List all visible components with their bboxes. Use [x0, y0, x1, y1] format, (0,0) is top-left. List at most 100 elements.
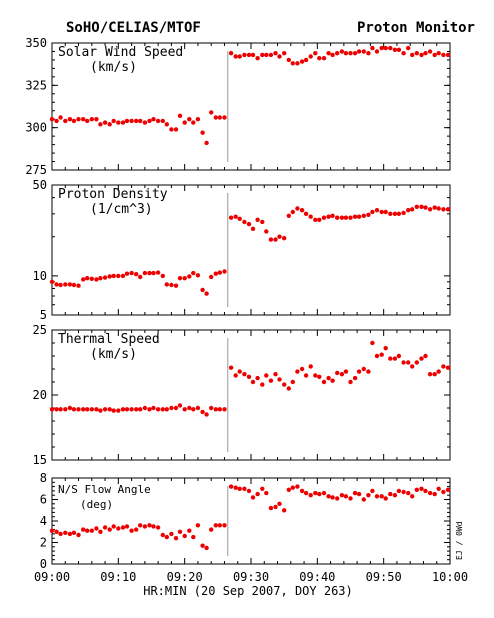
data-point	[54, 407, 59, 412]
data-point	[147, 118, 152, 124]
data-point	[209, 110, 214, 115]
data-point	[313, 217, 318, 222]
panel-2: 15 20 25 Thermal Speed(km/s)	[33, 323, 451, 467]
y-tick-label: 15	[33, 453, 47, 467]
data-point	[233, 485, 238, 490]
data-point	[436, 206, 441, 211]
data-point	[383, 496, 388, 501]
data-point	[160, 407, 165, 412]
data-point	[120, 525, 126, 530]
data-point	[317, 56, 322, 61]
data-point	[155, 270, 161, 275]
data-point	[228, 365, 234, 370]
data-point	[432, 205, 437, 210]
data-point	[63, 530, 68, 535]
data-point	[204, 140, 209, 146]
data-point	[406, 360, 411, 365]
data-point	[286, 386, 291, 391]
data-point	[242, 219, 247, 225]
data-point	[228, 51, 234, 56]
data-point	[116, 408, 121, 413]
data-point	[388, 356, 393, 361]
data-point	[111, 408, 116, 413]
data-point	[195, 273, 201, 278]
data-point	[246, 374, 252, 379]
data-point	[335, 215, 340, 220]
data-point	[419, 486, 424, 491]
data-point	[436, 51, 441, 56]
data-point	[164, 534, 169, 540]
data-point	[414, 204, 419, 209]
data-point	[200, 287, 205, 293]
data-point	[361, 497, 366, 502]
y-tick-label: 25	[33, 323, 47, 337]
y-tick-label: 8	[40, 471, 47, 485]
data-point	[268, 505, 274, 511]
data-point	[290, 61, 295, 66]
data-point	[396, 488, 402, 494]
data-point	[264, 229, 269, 234]
data-point	[379, 352, 384, 357]
data-point	[321, 379, 327, 385]
data-point	[120, 120, 126, 125]
data-point	[286, 487, 291, 492]
data-point	[67, 405, 73, 411]
data-point	[187, 274, 192, 279]
data-point	[94, 526, 99, 531]
data-point	[366, 493, 371, 498]
data-point	[308, 493, 313, 498]
data-point	[445, 52, 451, 58]
data-point	[177, 403, 183, 408]
data-point	[313, 51, 318, 56]
data-point	[326, 51, 331, 56]
side-note: EJ / 0Wd	[455, 521, 464, 560]
data-point	[213, 407, 218, 412]
data-point	[260, 219, 265, 225]
data-point	[222, 523, 227, 528]
data-point	[195, 117, 201, 122]
data-point	[441, 364, 446, 369]
data-point	[441, 489, 446, 495]
data-point	[374, 353, 380, 359]
data-point	[54, 118, 59, 124]
data-point	[164, 407, 169, 412]
x-tick-label: 10:00	[432, 570, 468, 584]
panel-label: Thermal Speed	[58, 332, 160, 347]
data-point	[242, 52, 247, 58]
y-tick-label: 0	[40, 557, 47, 571]
data-point	[187, 405, 192, 411]
data-point	[134, 118, 139, 124]
data-point	[246, 52, 252, 58]
data-point	[204, 412, 209, 417]
data-point	[191, 270, 196, 276]
data-point	[303, 373, 309, 378]
data-point	[134, 407, 139, 412]
data-point	[379, 45, 384, 51]
data-point	[250, 495, 256, 500]
data-point	[255, 56, 260, 61]
data-point	[374, 49, 380, 54]
data-point	[295, 484, 300, 489]
data-point	[54, 529, 59, 534]
data-point	[209, 405, 214, 411]
data-point	[277, 234, 282, 239]
data-point	[432, 491, 437, 497]
data-point	[89, 528, 95, 533]
data-point	[228, 215, 234, 220]
data-point	[246, 488, 252, 494]
y-tick-label: 350	[25, 36, 47, 50]
data-point	[107, 122, 112, 127]
data-point	[436, 369, 441, 374]
data-point	[94, 117, 99, 122]
data-point	[299, 208, 305, 213]
data-point	[81, 407, 86, 412]
data-point	[124, 524, 130, 529]
y-tick-label: 5	[40, 308, 47, 322]
data-point	[396, 211, 402, 216]
data-point	[177, 529, 183, 534]
data-point	[120, 273, 126, 279]
data-point	[107, 407, 112, 412]
data-point	[348, 379, 353, 385]
data-point	[160, 273, 165, 279]
